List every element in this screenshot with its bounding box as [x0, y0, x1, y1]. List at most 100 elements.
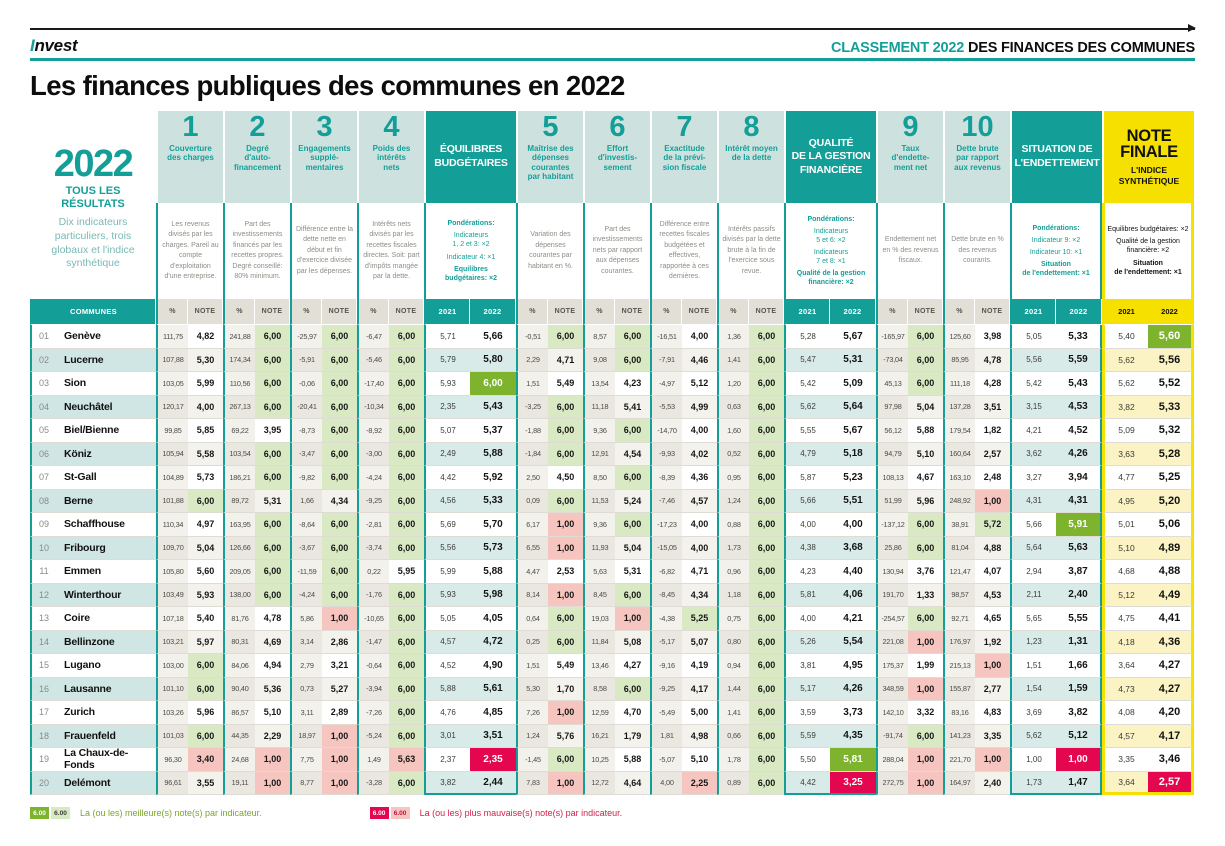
note-cell: 6,00	[908, 325, 943, 349]
note-cell: 5,40	[188, 607, 223, 631]
pct-cell: 104,89	[156, 466, 188, 490]
pct-cell: 1,41	[717, 701, 749, 725]
note-cell: 5,99	[188, 372, 223, 396]
note-cell: 4,94	[255, 654, 290, 678]
note-cell: 6,00	[749, 442, 784, 466]
eq-2021-cell: 3,82	[424, 771, 470, 795]
eq-2021-cell: 4,76	[424, 701, 470, 725]
note-cell: 4,27	[615, 654, 650, 678]
nf-2021-cell: 4,75	[1102, 607, 1148, 631]
note-cell: 5,00	[682, 701, 717, 725]
note-cell: 6,00	[389, 701, 424, 725]
note-cell: 5,25	[682, 607, 717, 631]
pct-cell: 84,06	[223, 654, 255, 678]
commune-name: Genève	[56, 325, 156, 349]
note-cell: 4,34	[682, 583, 717, 607]
nf-2022-cell: 4,89	[1148, 536, 1194, 560]
pct-cell: 107,88	[156, 348, 188, 372]
pct-cell: 11,84	[583, 630, 615, 654]
arrow-right-icon	[1188, 24, 1196, 32]
pct-cell: -4,24	[357, 466, 389, 490]
nf-2022-cell: 2,57	[1148, 771, 1194, 795]
pct-cell: 160,64	[943, 442, 975, 466]
commune-name: Sion	[56, 372, 156, 396]
indicator-desc: Part des investissements financés par le…	[223, 203, 290, 299]
note-cell: 4,00	[682, 419, 717, 443]
commune-name: Schaffhouse	[56, 513, 156, 537]
rank-cell: 13	[30, 607, 56, 631]
note-cell: 5,96	[188, 701, 223, 725]
eq-2021-cell: 5,79	[424, 348, 470, 372]
note-cell: 5,93	[188, 583, 223, 607]
s-2022-cell: 4,26	[1056, 442, 1102, 466]
note-cell: 6,00	[322, 513, 357, 537]
q-2021-cell: 5,59	[784, 724, 830, 748]
eq-2021-cell: 5,69	[424, 513, 470, 537]
pct-cell: 110,34	[156, 513, 188, 537]
note-cell: 6,00	[749, 630, 784, 654]
s-2021-cell: 3,69	[1010, 701, 1056, 725]
s-2022-cell: 1,00	[1056, 748, 1102, 772]
note-cell: 4,78	[975, 348, 1010, 372]
pct-cell: -8,39	[650, 466, 682, 490]
pct-cell: 4,47	[516, 560, 548, 584]
note-cell: 5,88	[615, 748, 650, 772]
pct-cell: -9,25	[357, 489, 389, 513]
s-2021-cell: 1,23	[1010, 630, 1056, 654]
nf-2021-cell: 5,40	[1102, 325, 1148, 349]
pct-cell: 99,85	[156, 419, 188, 443]
q-2021-cell: 3,59	[784, 701, 830, 725]
subheader-pct: %	[516, 299, 548, 325]
note-cell: 6,00	[389, 654, 424, 678]
commune-name: Biel/Bienne	[56, 419, 156, 443]
q-2022-cell: 4,26	[830, 677, 876, 701]
pct-cell: 0,75	[717, 607, 749, 631]
pct-cell: 12,59	[583, 701, 615, 725]
s-2022-cell: 3,87	[1056, 560, 1102, 584]
pct-cell: 101,10	[156, 677, 188, 701]
note-cell: 6,00	[749, 513, 784, 537]
pct-cell: 13,46	[583, 654, 615, 678]
s-2021-cell: 5,66	[1010, 513, 1056, 537]
note-cell: 6,00	[908, 513, 943, 537]
note-cell: 1,00	[322, 771, 357, 795]
pct-cell: 103,49	[156, 583, 188, 607]
pct-cell: -5,07	[650, 748, 682, 772]
eq-2021-cell: 4,52	[424, 654, 470, 678]
eq-2021-cell: 3,01	[424, 724, 470, 748]
indicator-title: Couverture des charges	[167, 143, 214, 163]
group-desc-q: Pondérations: Indicateurs 5 et 6: ×2 Indic…	[784, 203, 876, 299]
note-cell: 5,97	[188, 630, 223, 654]
group-desc-line: Indicateur 4: ×1	[446, 253, 496, 261]
pct-cell: -7,46	[650, 489, 682, 513]
note-cell: 3,40	[188, 748, 223, 772]
note-cell: 6,00	[255, 325, 290, 349]
pct-cell: 163,95	[223, 513, 255, 537]
pct-cell: 80,31	[223, 630, 255, 654]
note-cell: 6,00	[749, 607, 784, 631]
s-2021-cell: 5,62	[1010, 724, 1056, 748]
commune-name: Emmen	[56, 560, 156, 584]
indicator-header: 3 Engagements supplé- mentaires	[290, 111, 357, 203]
eq-2021-cell: 4,57	[424, 630, 470, 654]
note-cell: 4,00	[682, 325, 717, 349]
nf-2021-cell: 3,64	[1102, 771, 1148, 795]
note-cell: 5,85	[188, 419, 223, 443]
q-2022-cell: 4,95	[830, 654, 876, 678]
note-cell: 3,21	[322, 654, 357, 678]
eq-2022-cell: 4,85	[470, 701, 516, 725]
note-cell: 5,07	[682, 630, 717, 654]
nf-2022-cell: 5,06	[1148, 513, 1194, 537]
pct-cell: 130,94	[876, 560, 908, 584]
indicator-desc: Les revenus divisés par les charges. Par…	[156, 203, 223, 299]
note-cell: 6,00	[749, 771, 784, 795]
note-cell: 4,28	[975, 372, 1010, 396]
note-cell: 2,89	[322, 701, 357, 725]
q-2022-cell: 3,68	[830, 536, 876, 560]
note-cell: 6,00	[615, 677, 650, 701]
results-intro: 2022 TOUS LES RÉSULTATS Dix indicateurs …	[30, 111, 156, 299]
group-desc-line: Situation de l'endettement: ×1	[1022, 261, 1090, 278]
pct-cell: 107,18	[156, 607, 188, 631]
group-desc-line: Indicateur 9: ×2	[1031, 236, 1081, 244]
pct-cell: 2,50	[516, 466, 548, 490]
